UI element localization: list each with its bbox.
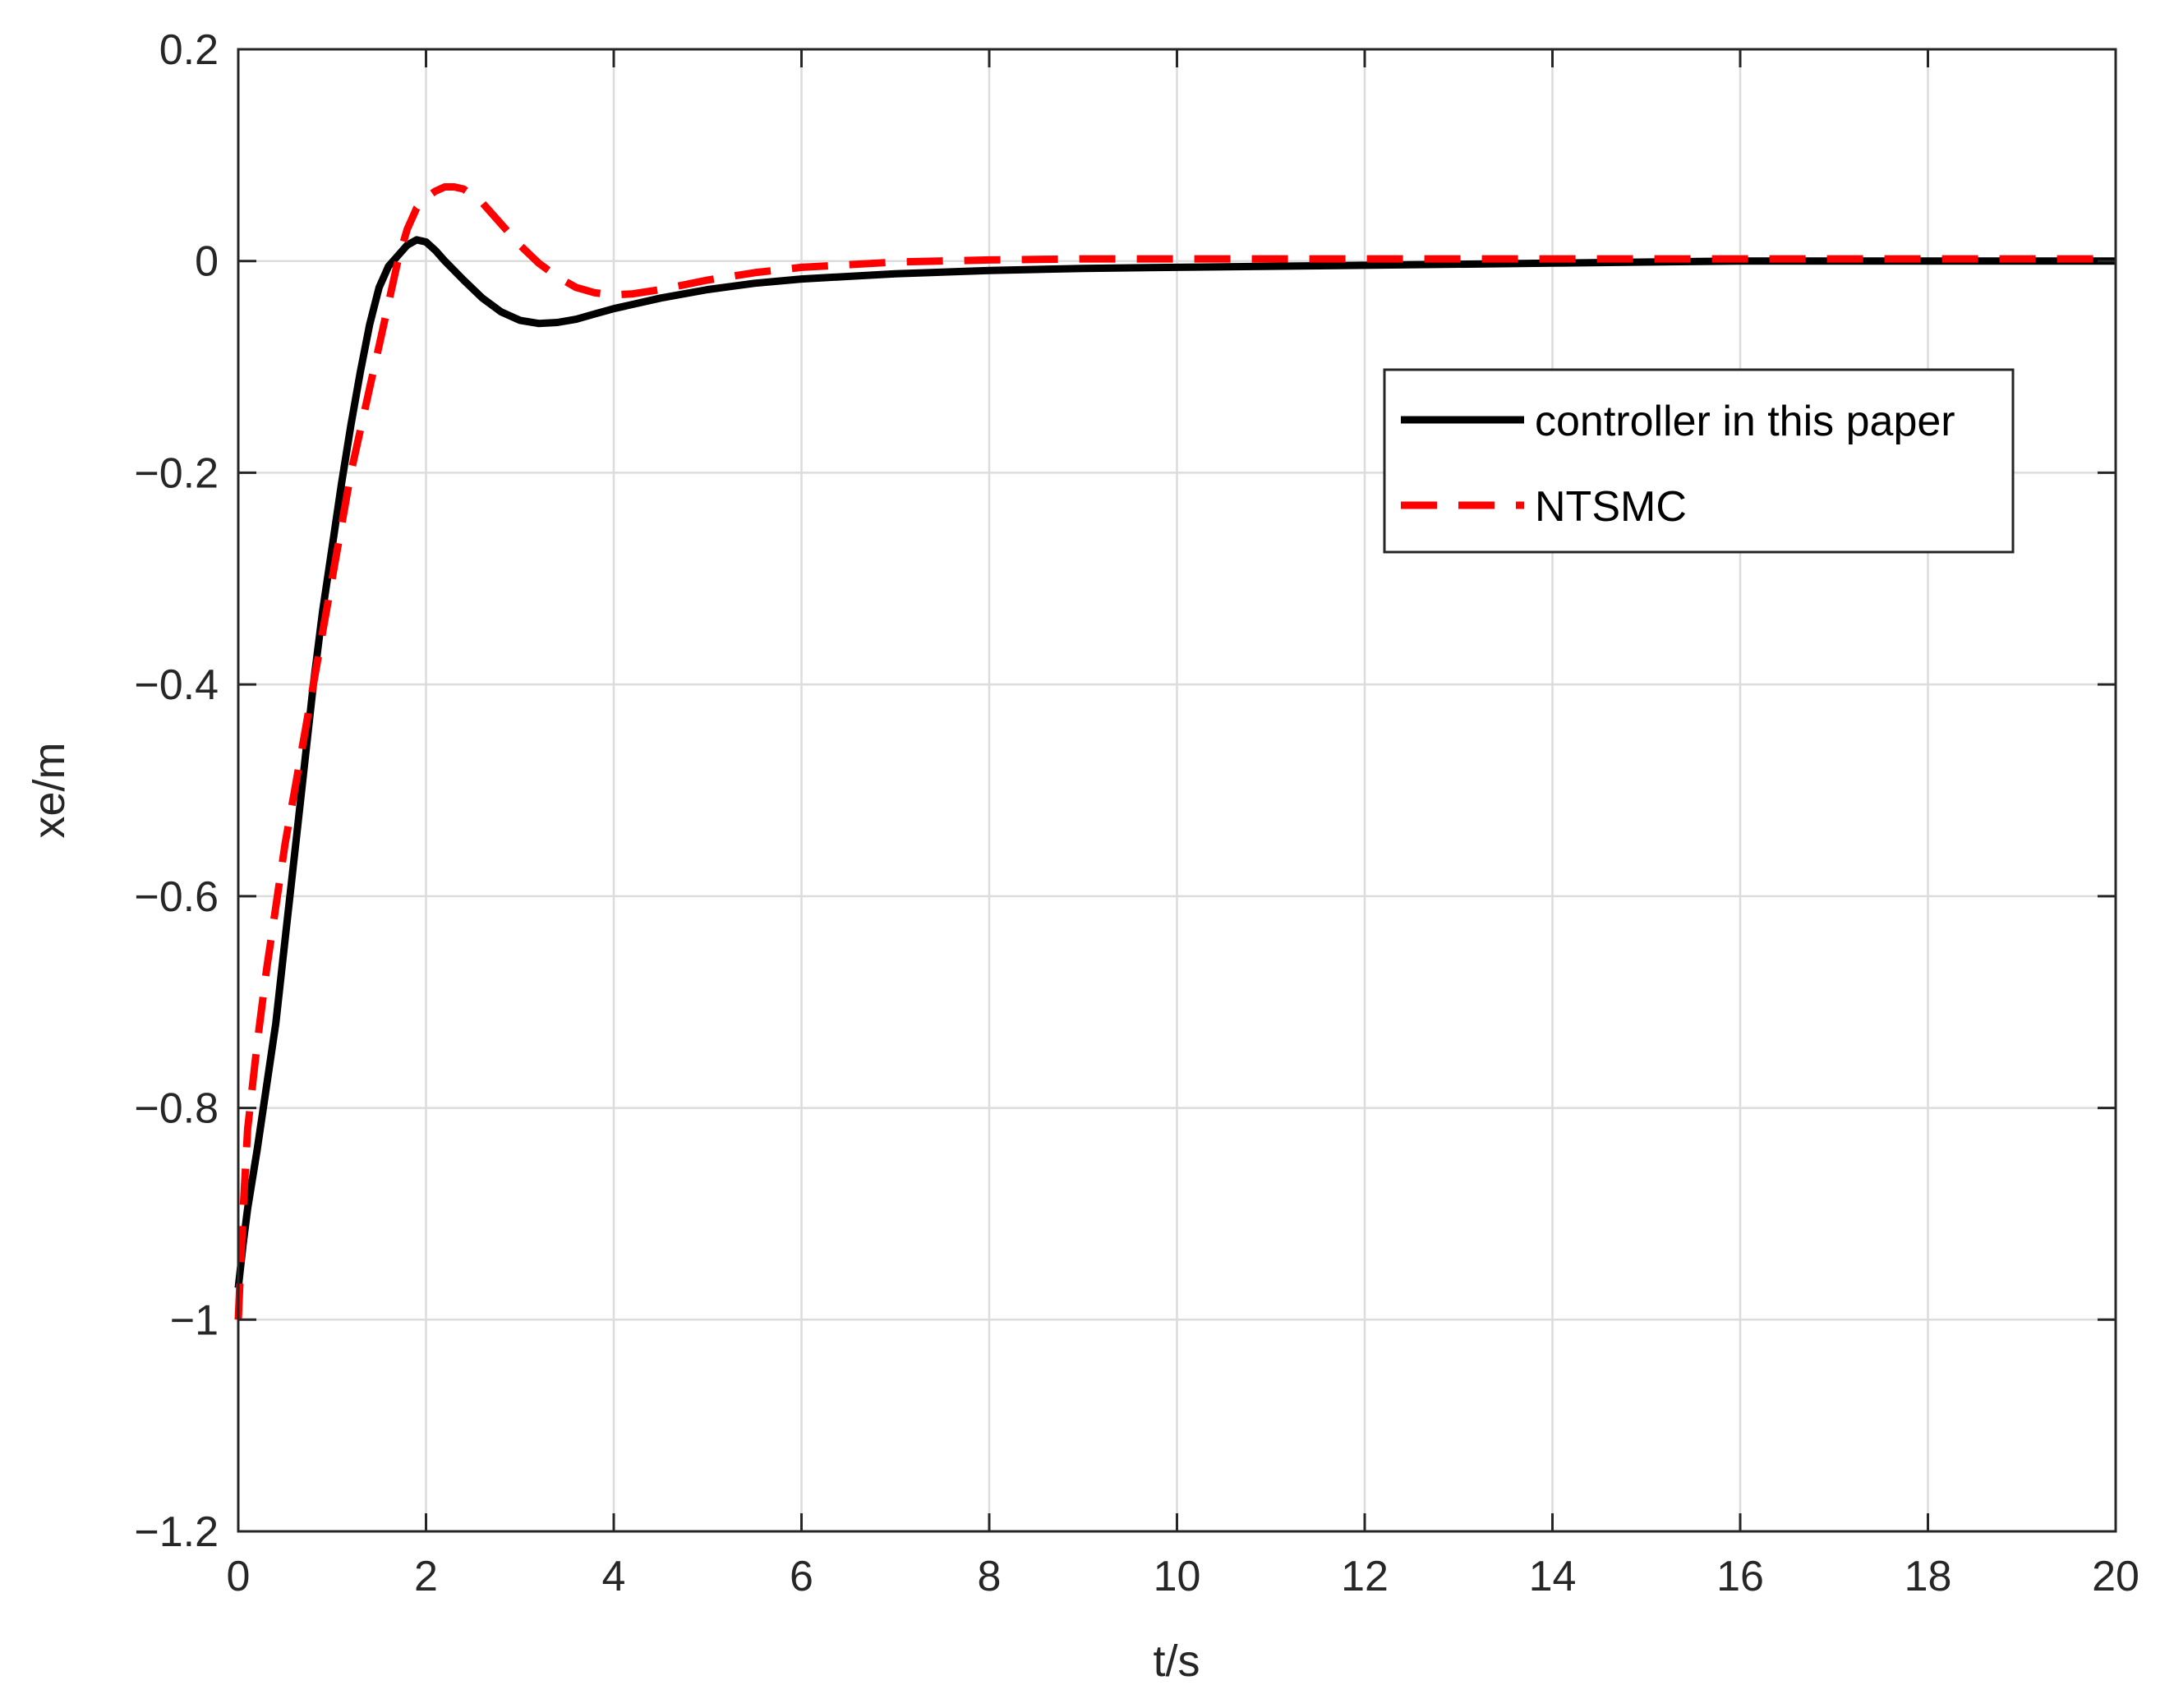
- legend-label-series-0: controller in this paper: [1535, 398, 1955, 445]
- y-axis-label: xe/m: [25, 742, 74, 838]
- series-line-0: [234, 236, 2116, 1289]
- x-tick-label: 8: [978, 1553, 1002, 1600]
- y-tick-label: −1.2: [134, 1508, 219, 1556]
- x-axis-label: t/s: [1153, 1637, 1200, 1686]
- y-tick-label: 0.2: [159, 26, 219, 74]
- x-tick-label: 20: [2092, 1553, 2139, 1600]
- y-tick-label: −0.2: [134, 449, 219, 497]
- y-tick-label: 0: [195, 238, 219, 286]
- x-tick-label: 14: [1529, 1553, 1577, 1600]
- y-tick-label: −0.4: [134, 661, 219, 709]
- legend: controller in this paper NTSMC: [1383, 368, 2015, 554]
- series-layer: [234, 183, 2116, 1320]
- ticks: [237, 48, 2117, 1533]
- x-tick-label: 2: [414, 1553, 438, 1600]
- x-tick-label: 18: [1905, 1553, 1952, 1600]
- x-tick-label: 4: [602, 1553, 626, 1600]
- y-tick-label: −0.6: [134, 873, 219, 921]
- legend-box: [1383, 368, 2015, 554]
- x-tick-label: 10: [1154, 1553, 1201, 1600]
- y-tick-label: −1: [170, 1296, 219, 1344]
- series-line-1: [234, 183, 2116, 1320]
- x-tick-label: 6: [790, 1553, 813, 1600]
- tick-labels: 0 2 4 6 8 10 12 14 16 18 20 0.2 0 −0.2 −0.4 −0.6 −0.8 −1 −…: [134, 26, 2139, 1600]
- x-tick-label: 16: [1716, 1553, 1764, 1600]
- y-tick-label: −0.8: [134, 1085, 219, 1133]
- x-tick-label: 12: [1341, 1553, 1389, 1600]
- x-tick-label: 0: [227, 1553, 251, 1600]
- legend-label-series-1: NTSMC: [1535, 483, 1687, 531]
